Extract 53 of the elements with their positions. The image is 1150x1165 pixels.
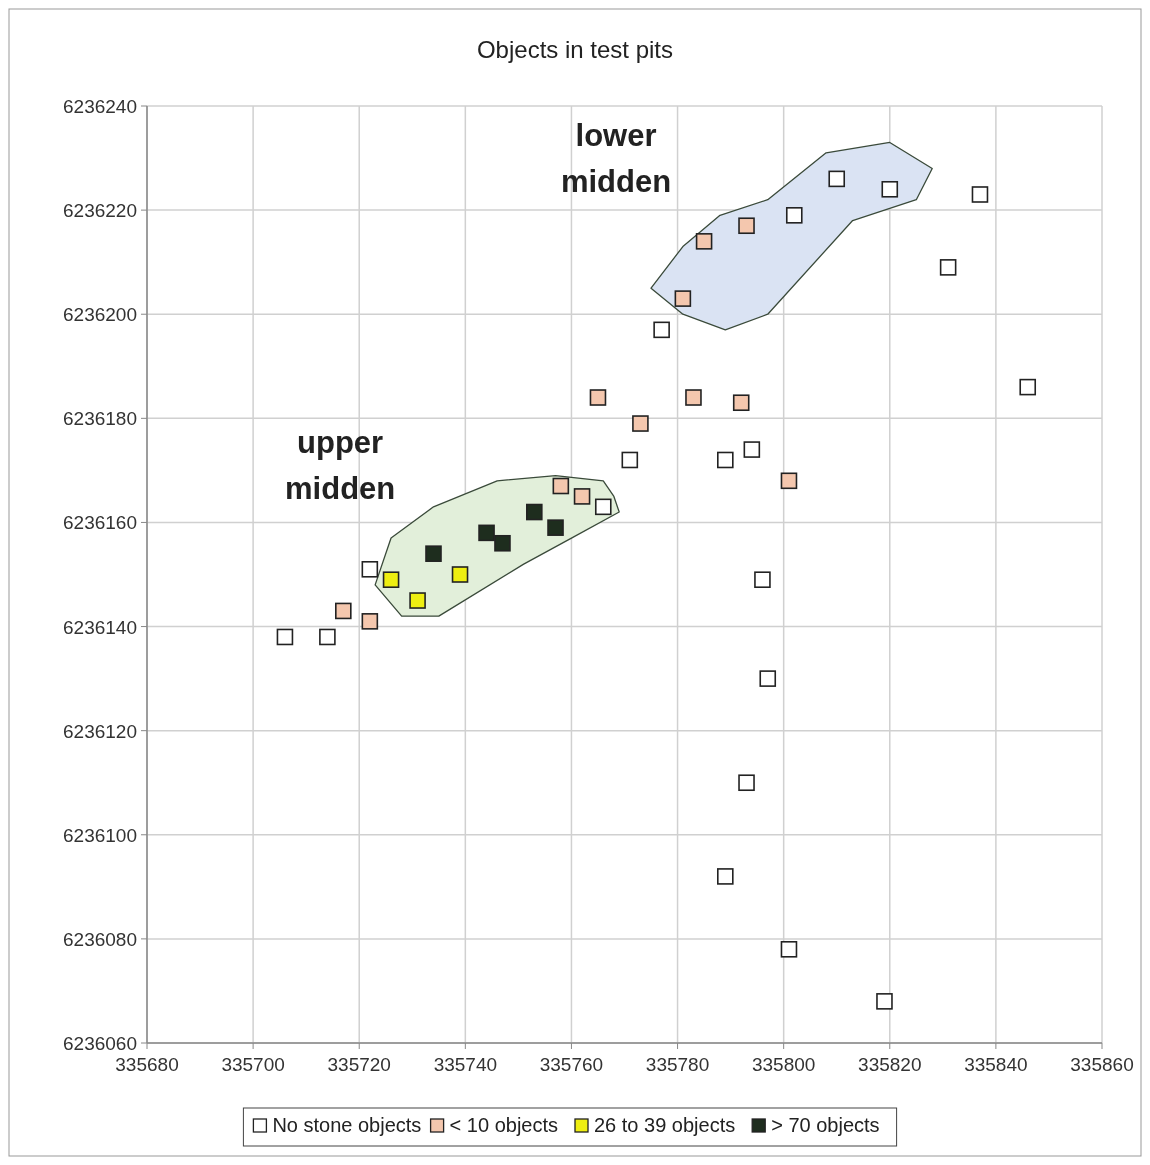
point [828,170,846,188]
y-tick-label: 6236140 [63,616,137,638]
point [361,613,379,630]
x-tick-label: 335820 [858,1054,922,1075]
y-tick-label: 6236240 [63,96,137,117]
point [552,477,570,495]
point [494,534,511,552]
point [881,180,899,198]
x-tick-label: 335860 [1070,1054,1134,1075]
point [780,472,798,490]
x-tick-label: 335760 [539,1054,604,1075]
y-tick-label: 6236220 [63,200,137,222]
point [478,524,495,542]
point [695,233,713,250]
y-tick-label: 6236060 [63,1033,137,1054]
point [573,488,591,505]
point [425,545,442,562]
point [594,498,612,516]
y-tick-label: 6236180 [63,408,137,430]
legend-label: > 70 objects [771,1114,880,1136]
y-tick-label: 6236100 [63,824,137,846]
point [335,602,352,620]
point [732,394,750,412]
point [451,566,469,583]
x-tick-label: 335840 [964,1054,1028,1075]
annotation: upper midden [285,424,396,506]
x-tick-label: 335780 [645,1054,710,1075]
point [685,389,702,406]
point [738,217,755,235]
point [674,290,692,307]
point [632,415,649,432]
x-tick-label: 335700 [221,1054,285,1075]
y-tick-label: 6236120 [63,720,137,742]
point [276,628,294,646]
x-tick-label: 335800 [751,1054,816,1075]
x-tick-label: 335720 [327,1054,391,1075]
point [547,519,564,536]
point [589,389,607,406]
legend-label: No stone objects [272,1114,422,1136]
point [621,451,639,469]
point [526,503,543,521]
point [409,592,426,609]
y-tick-label: 6236200 [63,304,137,326]
x-tick-label: 335680 [115,1054,179,1075]
y-tick-label: 6236080 [63,928,137,950]
point [785,207,803,224]
y-tick-label: 6236160 [63,512,137,534]
x-tick-label: 335740 [433,1054,498,1075]
legend-label: 26 to 39 objects [594,1114,736,1136]
legend-label: < 10 objects [449,1114,559,1136]
annotation: lower midden [560,118,672,200]
chart-title: Objects in test pits [476,36,674,63]
point [382,571,400,589]
